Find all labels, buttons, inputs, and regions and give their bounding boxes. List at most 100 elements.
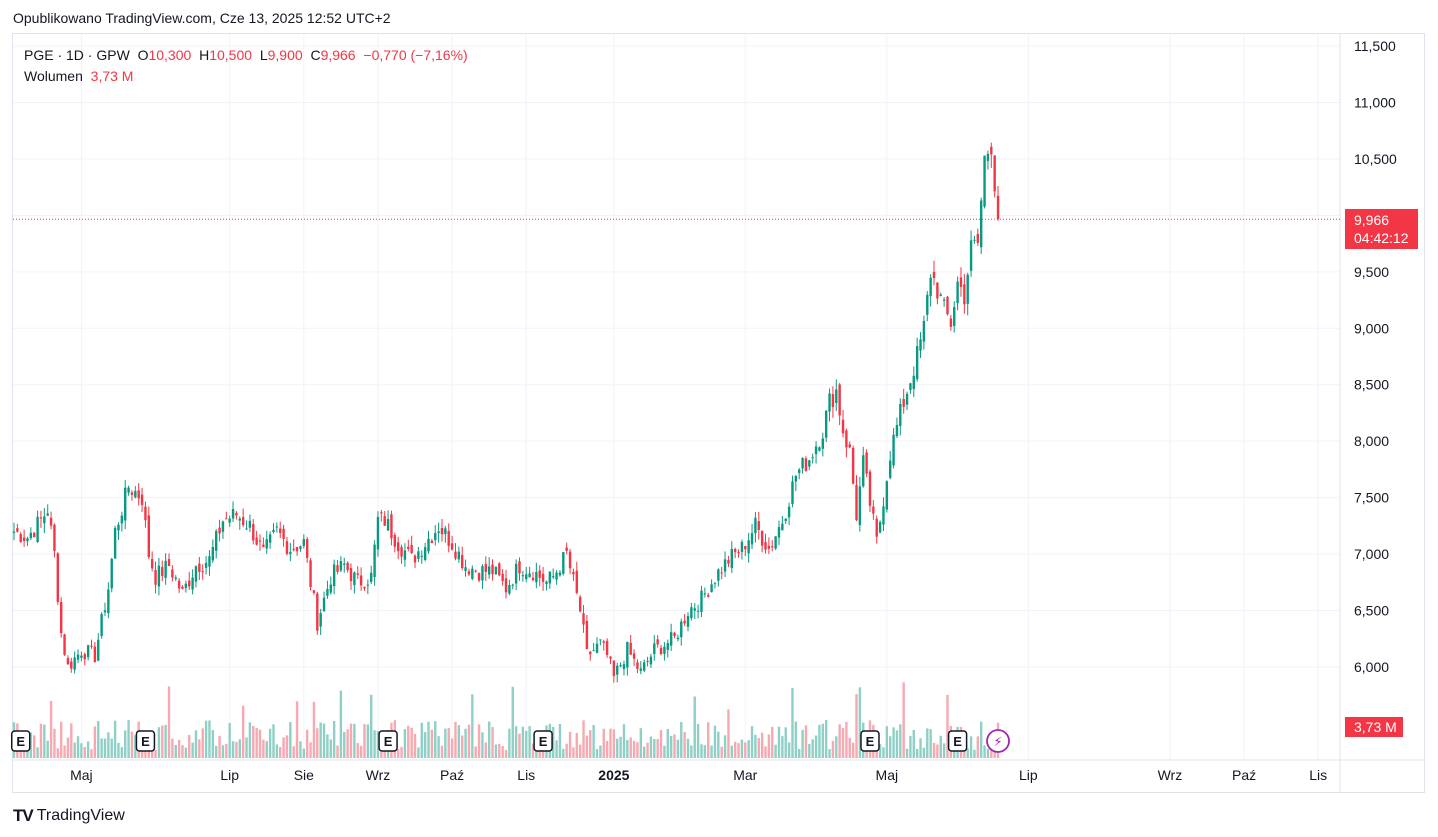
candle-body	[993, 155, 996, 192]
volume-bar	[113, 720, 117, 758]
candle-body	[747, 540, 750, 554]
candle-body	[211, 546, 215, 561]
candle-body	[757, 521, 760, 531]
earnings-label: E	[141, 734, 150, 749]
volume-bar	[899, 724, 902, 758]
candle-body	[882, 506, 885, 525]
candle-body	[339, 561, 343, 571]
candle-body	[562, 552, 565, 574]
volume-bar	[895, 730, 899, 758]
candle-body	[494, 566, 498, 575]
dividend-icon: ⚡	[993, 735, 1002, 750]
candle-body	[851, 447, 855, 484]
candle-body	[481, 566, 484, 581]
volume-bar	[639, 728, 643, 758]
volume-bar	[717, 731, 720, 758]
candle-body	[396, 542, 400, 552]
volume-label[interactable]: Wolumen	[24, 68, 83, 84]
volume-bar	[66, 737, 70, 758]
candle-body	[636, 662, 639, 669]
volume-bar	[589, 730, 592, 758]
brand[interactable]: TV TradingView	[13, 806, 125, 826]
volume-bar	[231, 741, 235, 758]
published-caption: Opublikowano TradingView.com, Cze 13, 20…	[13, 10, 391, 26]
volume-bar	[727, 709, 730, 758]
volume-bar	[578, 744, 582, 758]
candle-body	[521, 575, 525, 577]
volume-bar	[552, 726, 555, 758]
volume-bar	[258, 729, 262, 758]
volume-bar	[241, 705, 245, 758]
candle-body	[471, 568, 474, 579]
volume-bar	[764, 746, 767, 758]
symbol-label[interactable]: PGE · 1D · GPW	[24, 47, 130, 63]
volume-bar	[46, 740, 49, 758]
candle-body	[531, 577, 535, 581]
candle-body	[575, 570, 578, 593]
high-value: 10,500	[209, 47, 253, 63]
volume-bar	[494, 744, 498, 758]
volume-bar	[528, 726, 531, 758]
volume-bar	[521, 726, 525, 758]
volume-bar	[363, 724, 366, 758]
candle-body	[622, 664, 626, 670]
candle-body	[103, 610, 107, 613]
volume-bar	[279, 747, 282, 758]
earnings-marker	[135, 730, 156, 752]
candle-body	[653, 643, 656, 655]
volume-bar	[713, 725, 717, 758]
candle-body	[403, 550, 407, 560]
volume-bar	[86, 741, 90, 758]
candle-body	[939, 294, 942, 296]
earnings-marker	[378, 730, 398, 752]
candle-body	[461, 555, 464, 569]
candle-body	[130, 492, 134, 495]
volume-bar	[417, 747, 420, 758]
chart-frame[interactable]	[12, 33, 1425, 793]
volume-bar	[491, 727, 494, 758]
volume-bar	[97, 721, 100, 758]
volume-bar	[626, 740, 629, 758]
candle-body	[953, 307, 956, 327]
candle-body	[319, 613, 322, 627]
candle-body	[501, 573, 504, 582]
candle-body	[744, 546, 747, 550]
y-tick-label: 7,000	[1354, 546, 1389, 562]
candle-body	[673, 632, 676, 636]
volume-bar	[858, 687, 862, 758]
candle-body	[33, 532, 36, 538]
volume-bar	[814, 735, 818, 758]
last-price-value: 9,966	[1354, 212, 1390, 228]
candle-body	[996, 195, 1000, 220]
candle-body	[986, 153, 990, 161]
candle-body	[740, 541, 744, 553]
volume-bar	[373, 730, 376, 758]
volume-bar	[36, 747, 39, 758]
candle-body	[467, 571, 471, 575]
candle-body	[26, 538, 29, 542]
candle-body	[845, 430, 848, 448]
candle-body	[295, 547, 299, 552]
candle-body	[787, 506, 791, 518]
candle-body	[110, 558, 113, 589]
volume-bar	[562, 748, 565, 758]
candle-body	[113, 528, 117, 559]
volume-bar	[434, 721, 437, 758]
volume-bar	[70, 723, 73, 758]
volume-bar	[225, 743, 228, 758]
volume-bar	[218, 735, 221, 758]
volume-bar	[56, 748, 60, 758]
candle-body	[127, 487, 130, 493]
volume-bar	[181, 745, 184, 758]
volume-bar	[622, 724, 626, 758]
candle-body	[889, 460, 892, 478]
candle-body	[878, 521, 882, 533]
candle-body	[174, 577, 177, 579]
candle-body	[373, 544, 376, 578]
candle-body	[956, 281, 959, 304]
volume-bar	[737, 743, 740, 758]
volume-bar	[339, 690, 343, 758]
candle-body	[730, 548, 734, 568]
candle-body	[663, 646, 666, 654]
